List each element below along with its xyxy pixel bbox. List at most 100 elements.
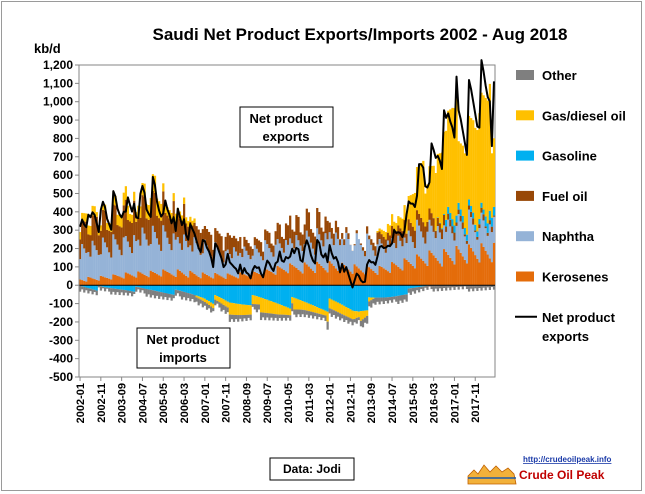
bar-other <box>347 317 350 324</box>
bar-fuel-oil <box>353 244 356 246</box>
bar-gas-diesel-oil <box>463 153 467 228</box>
bar-other <box>178 290 182 297</box>
bar-gas-diesel-oil <box>391 214 394 227</box>
bar-other <box>368 301 371 307</box>
bar-other <box>185 292 188 301</box>
bar-gasoline <box>122 285 125 290</box>
bar-kerosenes <box>457 249 460 286</box>
bar-kerosenes <box>160 276 163 286</box>
bar-other <box>463 285 467 287</box>
bar-naphtha <box>274 244 277 275</box>
y-tick-label: -100 <box>49 297 73 311</box>
bar-other <box>403 294 406 300</box>
bar-gas-diesel-oil <box>291 297 294 304</box>
chart-title: Saudi Net Product Exports/Imports 2002 -… <box>152 25 567 44</box>
bar-fuel-oil <box>372 242 375 251</box>
bar-gasoline <box>314 285 317 307</box>
bar-other <box>210 306 213 313</box>
bar-gasoline <box>93 285 96 290</box>
bar-other <box>455 285 458 288</box>
bar-other <box>220 303 223 312</box>
bar-fuel-oil <box>474 230 477 233</box>
bar-gas-diesel-oil <box>397 216 400 226</box>
bar-kerosenes <box>180 272 184 286</box>
bar-kerosenes <box>270 271 273 286</box>
bar-gasoline <box>178 285 182 291</box>
bar-kerosenes <box>222 277 225 286</box>
bar-fuel-oil <box>443 214 446 226</box>
bar-naphtha <box>114 239 117 275</box>
bar-kerosenes <box>492 242 496 286</box>
bar-gas-diesel-oil <box>330 299 333 310</box>
bar-gasoline <box>405 285 408 295</box>
bar-other <box>443 285 446 288</box>
bar-gasoline <box>266 285 269 300</box>
bar-fuel-oil <box>91 215 94 241</box>
bar-gasoline <box>384 285 387 298</box>
bar-gasoline <box>264 285 267 300</box>
bar-other <box>374 297 377 305</box>
bar-other <box>253 304 256 310</box>
logo-url[interactable]: http://crudeoilpeak.info <box>523 455 612 464</box>
bar-gasoline <box>413 285 417 288</box>
bar-fuel-oil <box>95 216 98 251</box>
bar-gas-diesel-oil <box>172 193 175 202</box>
legend-label-net-product-exports: Net product <box>542 310 616 325</box>
bar-fuel-oil <box>262 251 265 261</box>
bar-naphtha <box>81 244 84 281</box>
bar-other <box>343 315 346 322</box>
bar-gasoline <box>203 285 207 299</box>
bar-other <box>272 313 275 321</box>
bar-fuel-oil <box>253 237 256 246</box>
bar-kerosenes <box>85 281 88 286</box>
bar-kerosenes <box>114 275 117 286</box>
bar-kerosenes <box>266 269 269 286</box>
bar-fuel-oil <box>122 205 125 238</box>
bar-fuel-oil <box>133 200 136 236</box>
bar-gas-diesel-oil <box>343 305 346 316</box>
bar-gasoline <box>187 285 190 294</box>
bar-kerosenes <box>453 264 456 286</box>
bar-gas-diesel-oil <box>268 300 271 314</box>
bar-fuel-oil <box>301 234 304 252</box>
bar-fuel-oil <box>368 235 371 240</box>
bar-fuel-oil <box>339 239 342 246</box>
bar-gas-diesel-oil <box>276 303 279 315</box>
bar-kerosenes <box>224 278 227 286</box>
bar-gas-diesel-oil <box>341 304 344 315</box>
bar-gasoline <box>326 285 329 312</box>
bar-gasoline <box>349 285 352 310</box>
bar-other <box>434 285 437 289</box>
bar-gas-diesel-oil <box>264 299 267 313</box>
bar-naphtha <box>158 244 161 276</box>
bar-gasoline <box>201 285 204 298</box>
bar-fuel-oil <box>284 223 288 241</box>
bar-fuel-oil <box>320 227 323 241</box>
bar-gasoline <box>463 228 467 235</box>
bar-kerosenes <box>482 246 485 286</box>
bar-kerosenes <box>428 250 431 286</box>
bar-other <box>384 297 387 301</box>
bar-gasoline <box>316 285 319 308</box>
bar-kerosenes <box>103 277 107 286</box>
bar-kerosenes <box>139 272 142 286</box>
x-tick-label: 2015-05 <box>408 383 420 423</box>
bar-kerosenes <box>488 258 491 286</box>
bar-naphtha <box>347 238 350 270</box>
bar-kerosenes <box>207 276 211 286</box>
bar-kerosenes <box>403 258 406 286</box>
bar-gasoline <box>370 285 373 298</box>
bar-gasoline <box>83 285 86 287</box>
bar-gas-diesel-oil <box>476 130 479 232</box>
bar-gasoline <box>185 285 188 293</box>
bar-gasoline <box>237 285 240 304</box>
bar-gasoline <box>351 285 354 311</box>
bar-other <box>97 285 100 288</box>
bar-kerosenes <box>145 275 148 286</box>
bar-other <box>122 289 125 296</box>
bar-gasoline <box>112 285 115 289</box>
bar-gasoline <box>133 285 136 292</box>
bar-gasoline <box>128 285 132 291</box>
bar-naphtha <box>295 235 298 269</box>
bar-gas-diesel-oil <box>332 300 335 311</box>
